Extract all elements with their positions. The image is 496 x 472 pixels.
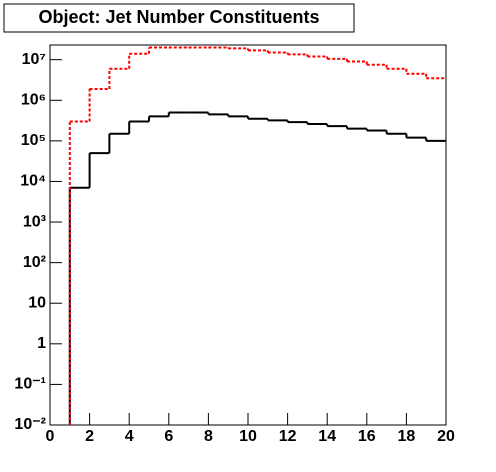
y-tick-label: 10 (28, 294, 46, 311)
y-tick-label: 10² (23, 254, 46, 271)
x-tick-label: 18 (398, 428, 416, 445)
y-tick-label: 1 (37, 335, 46, 352)
x-tick-label: 16 (358, 428, 376, 445)
y-tick-label: 10³ (23, 213, 46, 230)
y-tick-label: 10⁵ (21, 132, 46, 149)
title-box (3, 3, 355, 33)
y-tick-label: 10⁻¹ (14, 376, 46, 393)
x-tick-label: 0 (46, 428, 55, 445)
y-tick-label: 10⁷ (22, 51, 46, 68)
x-tick-label: 2 (85, 428, 94, 445)
x-tick-label: 20 (437, 428, 455, 445)
frame (49, 44, 447, 426)
x-tick-label: 10 (239, 428, 257, 445)
x-tick-label: 4 (125, 428, 134, 445)
x-tick-label: 6 (164, 428, 173, 445)
y-tick-label: 10⁶ (21, 91, 46, 108)
y-tick-label: 10⁻² (14, 416, 46, 433)
y-tick-label: 10⁴ (20, 173, 46, 190)
x-tick-label: 14 (318, 428, 336, 445)
x-tick-label: 8 (204, 428, 213, 445)
x-tick-label: 12 (279, 428, 297, 445)
chart-title: Object: Jet Number Constituents (38, 7, 319, 27)
